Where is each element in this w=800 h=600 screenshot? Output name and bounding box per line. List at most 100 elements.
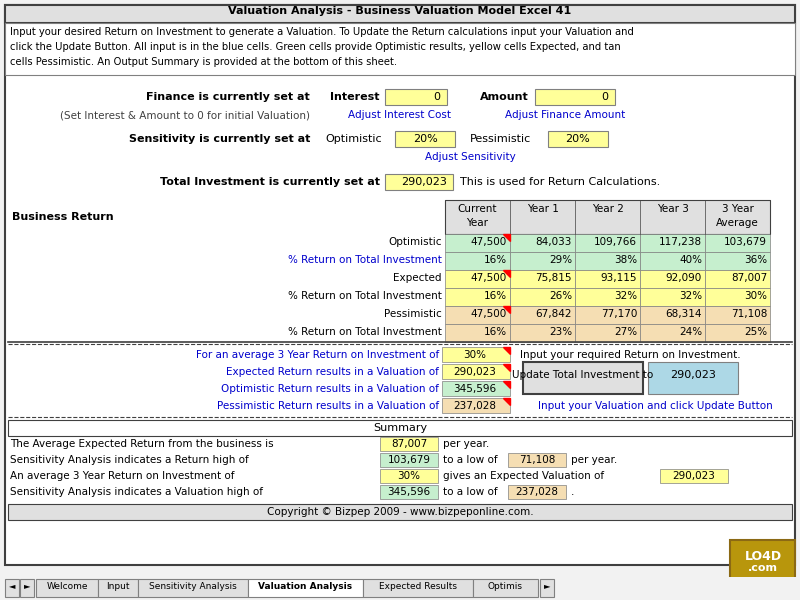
Bar <box>98 579 138 597</box>
Text: Average: Average <box>716 218 759 228</box>
Text: Welcome: Welcome <box>46 582 88 591</box>
Text: This is used for Return Calculations.: This is used for Return Calculations. <box>460 177 660 187</box>
Text: 68,314: 68,314 <box>666 309 702 319</box>
Text: 103,679: 103,679 <box>387 455 430 465</box>
Text: 38%: 38% <box>614 255 637 265</box>
Bar <box>36 579 98 597</box>
Text: Summary: Summary <box>373 423 427 433</box>
Text: 67,842: 67,842 <box>535 309 572 319</box>
Text: Input: Input <box>106 582 130 591</box>
Bar <box>445 288 510 306</box>
Bar <box>510 306 575 324</box>
Text: Adjust Sensitivity: Adjust Sensitivity <box>425 152 515 162</box>
Text: An average 3 Year Return on Investment of: An average 3 Year Return on Investment o… <box>10 471 234 481</box>
Text: Optimistic: Optimistic <box>389 237 442 247</box>
Bar <box>648 362 738 394</box>
Text: 103,679: 103,679 <box>724 237 767 247</box>
Bar <box>445 324 510 342</box>
Bar <box>138 579 248 597</box>
Bar <box>380 453 438 467</box>
Text: 77,170: 77,170 <box>601 309 637 319</box>
Text: 30%: 30% <box>398 471 421 481</box>
Bar <box>640 234 705 252</box>
Text: to a low of: to a low of <box>443 455 498 465</box>
Text: 20%: 20% <box>413 134 438 144</box>
Text: Business Return: Business Return <box>12 212 114 222</box>
Text: For an average 3 Year Return on Investment of: For an average 3 Year Return on Investme… <box>196 350 439 360</box>
Bar <box>445 306 510 324</box>
Bar <box>730 540 795 588</box>
Text: 117,238: 117,238 <box>659 237 702 247</box>
Bar <box>510 252 575 270</box>
Text: Expected: Expected <box>394 273 442 283</box>
Text: Interest: Interest <box>330 92 379 102</box>
Text: Optimistic: Optimistic <box>325 134 382 144</box>
Bar <box>445 252 510 270</box>
Text: Optimistic Return results in a Valuation of: Optimistic Return results in a Valuation… <box>221 384 439 394</box>
Bar <box>640 252 705 270</box>
Text: Expected Return results in a Valuation of: Expected Return results in a Valuation o… <box>226 367 439 377</box>
Text: .: . <box>571 487 574 497</box>
Bar <box>510 234 575 252</box>
Text: Sensitivity Analysis indicates a Return high of: Sensitivity Analysis indicates a Return … <box>10 455 249 465</box>
Bar <box>660 469 728 483</box>
Polygon shape <box>503 306 510 313</box>
Bar <box>20 579 34 597</box>
Bar <box>575 270 640 288</box>
Text: per year.: per year. <box>571 455 618 465</box>
Text: % Return on Total Investment: % Return on Total Investment <box>288 255 442 265</box>
Text: 290,023: 290,023 <box>401 177 447 187</box>
Bar <box>705 288 770 306</box>
Bar <box>705 270 770 288</box>
Bar <box>380 437 438 451</box>
Text: 237,028: 237,028 <box>454 401 497 411</box>
Bar <box>5 23 795 75</box>
Text: 36%: 36% <box>744 255 767 265</box>
Bar <box>8 504 792 520</box>
Text: 47,500: 47,500 <box>470 309 507 319</box>
Bar <box>640 324 705 342</box>
Text: ►: ► <box>544 581 550 590</box>
Bar <box>5 579 19 597</box>
Text: Sensitivity Analysis: Sensitivity Analysis <box>149 582 237 591</box>
Polygon shape <box>503 381 510 388</box>
Text: 16%: 16% <box>484 255 507 265</box>
Text: 75,815: 75,815 <box>535 273 572 283</box>
Bar <box>442 364 510 379</box>
Text: 47,500: 47,500 <box>470 273 507 283</box>
Text: LO4D: LO4D <box>745 550 782 563</box>
Text: 0: 0 <box>433 92 440 102</box>
Text: 87,007: 87,007 <box>730 273 767 283</box>
Bar <box>363 579 473 597</box>
Bar <box>442 381 510 396</box>
Text: Input your required Return on Investment.: Input your required Return on Investment… <box>520 350 741 360</box>
Text: 32%: 32% <box>679 291 702 301</box>
Text: Valuation Analysis: Valuation Analysis <box>258 582 353 591</box>
Text: Copyright © Bizpep 2009 - www.bizpeponline.com.: Copyright © Bizpep 2009 - www.bizpeponli… <box>266 507 534 517</box>
Text: Adjust Finance Amount: Adjust Finance Amount <box>505 110 625 120</box>
Text: 92,090: 92,090 <box>666 273 702 283</box>
Bar <box>0 577 800 600</box>
Text: 32%: 32% <box>614 291 637 301</box>
Text: per year.: per year. <box>443 439 490 449</box>
Text: 26%: 26% <box>549 291 572 301</box>
Bar <box>380 469 438 483</box>
Text: Optimis: Optimis <box>488 582 523 591</box>
Text: 20%: 20% <box>566 134 590 144</box>
Text: 71,108: 71,108 <box>730 309 767 319</box>
Text: 71,108: 71,108 <box>519 455 555 465</box>
Text: % Return on Total Investment: % Return on Total Investment <box>288 327 442 337</box>
Bar <box>640 270 705 288</box>
Text: 290,023: 290,023 <box>673 471 715 481</box>
Bar <box>442 347 510 362</box>
Text: 0: 0 <box>601 92 608 102</box>
Bar <box>473 579 538 597</box>
Text: Pessimistic: Pessimistic <box>384 309 442 319</box>
Bar <box>5 5 795 23</box>
Text: % Return on Total Investment: % Return on Total Investment <box>288 291 442 301</box>
Text: Sensitivity Analysis indicates a Valuation high of: Sensitivity Analysis indicates a Valuati… <box>10 487 263 497</box>
Text: Pessimistic: Pessimistic <box>470 134 531 144</box>
Text: The Average Expected Return from the business is: The Average Expected Return from the bus… <box>10 439 274 449</box>
Bar <box>8 420 792 436</box>
Bar <box>510 288 575 306</box>
